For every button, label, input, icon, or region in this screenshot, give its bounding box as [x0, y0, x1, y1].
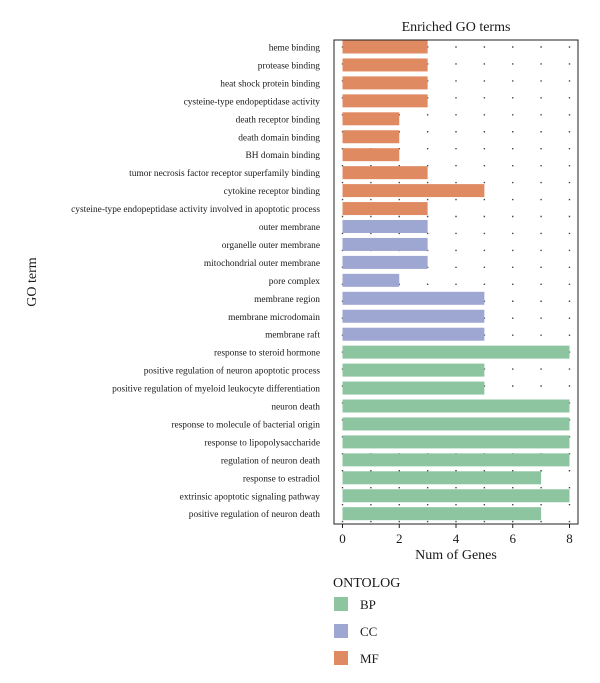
legend-swatch-bp	[334, 597, 348, 611]
y-tick-label: organelle outer membrane	[222, 241, 320, 251]
y-tick-label: membrane region	[254, 295, 320, 305]
y-tick-label: cytokine receptor binding	[224, 187, 321, 197]
y-tick-label: positive regulation of neuron death	[189, 509, 321, 520]
bar-bp	[342, 399, 570, 413]
bar-cc	[342, 220, 428, 233]
y-tick-label: heat shock protein binding	[220, 79, 320, 89]
legend-swatch-cc	[334, 624, 348, 638]
bar-bp	[342, 453, 570, 467]
y-tick-label: death domain binding	[238, 133, 320, 143]
y-axis-label: GO term	[25, 257, 40, 306]
bar-cc	[342, 237, 428, 251]
chart-title: Enriched GO terms	[402, 20, 511, 35]
y-tick-labels: heme binding protease binding heat shock p…	[71, 44, 320, 521]
y-tick-label: neuron death	[271, 403, 320, 413]
legend-title: ONTOLOG	[333, 576, 400, 591]
bar-bp	[342, 507, 542, 521]
bar-mf	[342, 166, 428, 180]
y-tick-label: outer membrane	[259, 223, 320, 233]
legend-swatch-mf	[334, 651, 348, 665]
x-tick-label: 4	[453, 531, 460, 546]
x-tick-label: 0	[339, 531, 346, 546]
y-tick-label: positive regulation of myeloid leukocyte…	[112, 384, 320, 395]
bar-bp	[342, 363, 485, 377]
bar-bp	[342, 489, 570, 503]
x-axis-label: Num of Genes	[415, 548, 497, 563]
x-tick-label: 6	[509, 531, 516, 546]
bar-bp	[342, 345, 570, 359]
bar-cc	[342, 309, 485, 323]
y-tick-label: tumor necrosis factor receptor superfami…	[129, 168, 320, 179]
y-tick-label: positive regulation of neuron apoptotic …	[144, 366, 321, 377]
bar-mf	[342, 58, 428, 72]
legend: ONTOLOG BP CC MF	[333, 576, 400, 666]
y-tick-label: membrane raft	[265, 330, 320, 341]
y-tick-label: response to molecule of bacterial origin	[171, 419, 320, 430]
bar-cc	[342, 291, 485, 305]
bar-bp	[342, 417, 570, 431]
bars-layer	[342, 40, 570, 521]
y-tick-label: heme binding	[269, 44, 321, 54]
x-axis-ticks: 0 2 4 6 8	[339, 524, 573, 546]
y-tick-label: response to steroid hormone	[214, 349, 320, 359]
y-tick-label: regulation of neuron death	[221, 455, 320, 466]
y-tick-label: pore complex	[269, 277, 321, 287]
bar-cc	[342, 273, 400, 287]
y-tick-label: BH domain binding	[246, 151, 321, 161]
legend-label: CC	[360, 624, 377, 639]
bar-mf	[342, 76, 428, 90]
y-tick-label: cysteine-type endopeptidase activity inv…	[71, 205, 320, 215]
y-tick-label: extrinsic apoptotic signaling pathway	[180, 492, 321, 502]
bar-cc	[342, 327, 485, 341]
legend-label: BP	[360, 597, 376, 612]
bar-bp	[342, 435, 570, 449]
bar-cc	[342, 255, 428, 269]
bar-mf	[342, 112, 400, 126]
bar-bp	[342, 381, 485, 395]
x-tick-label: 8	[566, 531, 573, 546]
bar-mf	[342, 40, 428, 54]
legend-label: MF	[360, 651, 379, 666]
bar-mf	[342, 94, 428, 108]
y-tick-label: mitochondrial outer membrane	[204, 259, 320, 269]
bar-mf	[342, 148, 400, 162]
bar-bp	[342, 471, 542, 485]
y-tick-label: membrane microdomain	[228, 313, 320, 323]
y-tick-label: response to lipopolysaccharide	[204, 438, 320, 448]
y-tick-label: death receptor binding	[236, 115, 321, 125]
y-tick-label: protease binding	[258, 61, 321, 71]
y-tick-label: cysteine-type endopeptidase activity	[184, 97, 321, 107]
x-tick-label: 2	[396, 531, 403, 546]
bar-mf	[342, 184, 485, 198]
bar-mf	[342, 202, 428, 216]
y-tick-label: response to estradiol	[243, 474, 320, 484]
bar-mf	[342, 130, 400, 144]
